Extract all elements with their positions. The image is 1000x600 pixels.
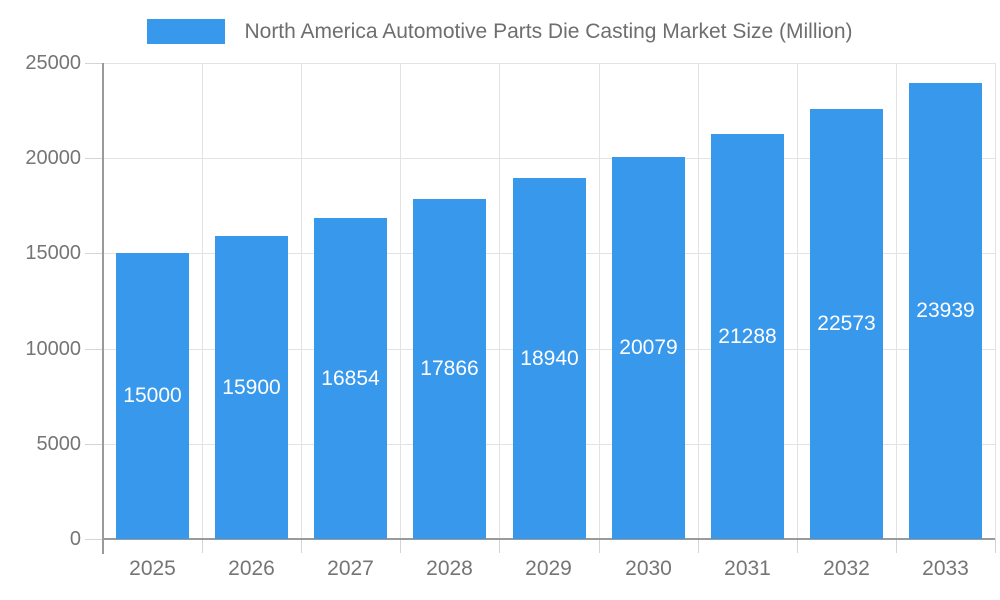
y-axis-tick-label: 0 — [69, 528, 81, 550]
x-axis-tick-label: 2027 — [327, 557, 374, 580]
y-gridline — [103, 158, 995, 159]
x-axis-tick-label: 2029 — [525, 557, 572, 580]
bar[interactable]: 15000 — [116, 253, 189, 539]
x-tick-mark — [202, 539, 203, 553]
bar[interactable]: 22573 — [810, 109, 883, 539]
x-tick-mark — [301, 539, 302, 553]
y-tick-mark — [85, 63, 103, 64]
chart-title: North America Automotive Parts Die Casti… — [244, 19, 853, 43]
bar[interactable]: 17866 — [413, 199, 486, 539]
x-gridline — [599, 63, 600, 539]
y-gridline — [103, 63, 995, 64]
bar[interactable]: 15900 — [215, 236, 288, 539]
y-tick-mark — [85, 349, 103, 350]
x-tick-mark — [400, 539, 401, 553]
x-tick-mark — [499, 539, 500, 553]
x-axis-tick-label: 2026 — [228, 557, 275, 580]
bar[interactable]: 20079 — [612, 157, 685, 539]
y-tick-mark — [85, 539, 103, 540]
bar-value-label: 21288 — [718, 324, 777, 348]
bar-value-label: 15000 — [123, 384, 182, 407]
bar-value-label: 17866 — [420, 357, 479, 380]
bar[interactable]: 18940 — [513, 178, 586, 539]
x-gridline — [400, 63, 401, 539]
bar-value-label: 18940 — [520, 346, 579, 370]
x-gridline — [698, 63, 699, 539]
y-tick-mark — [85, 253, 103, 254]
x-tick-mark — [797, 539, 798, 553]
y-axis-tick-label: 25000 — [25, 52, 81, 74]
bar-value-label: 15900 — [222, 375, 281, 399]
x-gridline — [896, 63, 897, 539]
x-axis-tick-label: 2032 — [823, 557, 870, 580]
x-gridline — [995, 63, 996, 539]
legend[interactable]: North America Automotive Parts Die Casti… — [0, 19, 1000, 44]
x-axis-line — [103, 538, 995, 540]
y-axis-tick-label: 5000 — [36, 433, 82, 455]
y-axis-line — [102, 63, 104, 554]
x-gridline — [797, 63, 798, 539]
x-axis-tick-label: 2025 — [129, 557, 176, 580]
legend-swatch — [147, 19, 226, 44]
bar-value-label: 22573 — [817, 312, 876, 335]
y-tick-mark — [85, 158, 103, 159]
bar[interactable]: 21288 — [711, 134, 784, 539]
x-axis-tick-label: 2030 — [625, 557, 672, 580]
bar-value-label: 20079 — [619, 336, 678, 359]
x-axis-tick-label: 2031 — [724, 557, 771, 580]
x-axis-tick-label: 2033 — [922, 557, 969, 580]
x-gridline — [301, 63, 302, 539]
x-tick-mark — [995, 539, 996, 553]
bar[interactable]: 23939 — [909, 83, 982, 539]
y-axis-tick-label: 20000 — [25, 147, 81, 169]
y-axis-tick-label: 10000 — [25, 338, 81, 360]
bar-value-label: 16854 — [321, 366, 380, 390]
x-tick-mark — [599, 539, 600, 553]
bar-value-label: 23939 — [916, 299, 975, 322]
x-tick-mark — [896, 539, 897, 553]
x-axis-tick-label: 2028 — [426, 557, 473, 580]
y-tick-mark — [85, 444, 103, 445]
x-gridline — [202, 63, 203, 539]
y-axis-tick-label: 15000 — [25, 242, 81, 264]
x-tick-mark — [698, 539, 699, 553]
x-gridline — [499, 63, 500, 539]
bar[interactable]: 16854 — [314, 218, 387, 539]
